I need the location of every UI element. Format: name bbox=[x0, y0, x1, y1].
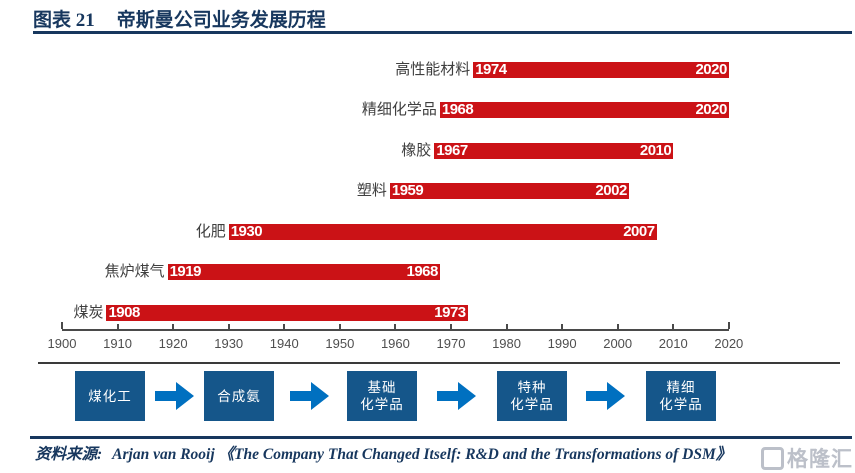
flow-arrow-icon bbox=[154, 381, 195, 411]
timeline-bar: 1967 2010 bbox=[434, 142, 674, 159]
footer-separator-line bbox=[30, 436, 852, 439]
axis-tick bbox=[283, 324, 286, 329]
timeline-chart: 高性能材料 1974 2020 精细化学品 1968 2020 橡胶 1967 2010 塑料 19… bbox=[47, 61, 744, 352]
axis-tick-label: 2020 bbox=[714, 336, 744, 351]
axis-tick-label: 2010 bbox=[658, 336, 688, 351]
axis-tick-label: 1900 bbox=[47, 336, 77, 351]
bar-label: 化肥 bbox=[195, 223, 226, 240]
title-underline bbox=[33, 31, 852, 34]
watermark: 格隆汇 bbox=[761, 443, 853, 473]
axis-tick bbox=[727, 322, 730, 329]
flow-step-label: 精细 bbox=[666, 380, 696, 395]
axis-tick-label: 1940 bbox=[269, 336, 299, 351]
bar-label: 精细化学品 bbox=[361, 101, 437, 118]
flow-step-box: 煤化工 bbox=[75, 371, 145, 421]
flow-step-box: 合成氨 bbox=[204, 371, 274, 421]
bar-start-year: 1908 bbox=[108, 304, 140, 321]
source-line: 资料来源: Arjan van Rooij 《The Company That C… bbox=[35, 442, 731, 464]
timeline-bar: 1919 1968 bbox=[167, 263, 440, 280]
axis-tick bbox=[616, 324, 619, 329]
bar-label: 煤炭 bbox=[73, 304, 104, 321]
flow-step-label: 化学品 bbox=[360, 397, 404, 412]
axis-tick bbox=[672, 324, 675, 329]
source-label: 资料来源: bbox=[35, 446, 103, 463]
flow-arrow-icon bbox=[437, 381, 477, 411]
bar-end-year: 2010 bbox=[639, 142, 672, 159]
axis-tick-label: 1950 bbox=[325, 336, 355, 351]
axis-tick bbox=[505, 324, 508, 329]
bar-start-year: 1967 bbox=[436, 142, 468, 159]
timeline-bar: 1968 2020 bbox=[439, 101, 729, 118]
flow-step-label: 基础 bbox=[367, 380, 397, 395]
axis-tick bbox=[172, 324, 175, 329]
figure-number: 图表 21 bbox=[33, 10, 95, 31]
bar-label: 橡胶 bbox=[401, 142, 432, 159]
bar-label: 焦炉煤气 bbox=[104, 263, 165, 280]
bar-end-year: 2020 bbox=[695, 101, 727, 118]
flow-separator-line bbox=[38, 362, 840, 364]
flow-step-box: 基础 化学品 bbox=[347, 371, 417, 421]
axis-tick bbox=[61, 322, 63, 329]
timeline-bar: 1974 2020 bbox=[473, 62, 729, 78]
bar-end-year: 2020 bbox=[695, 61, 727, 78]
axis-tick-label: 1960 bbox=[380, 336, 410, 351]
axis-tick-label: 1930 bbox=[214, 336, 244, 351]
axis-tick bbox=[394, 324, 397, 329]
watermark-text: 格隆汇 bbox=[787, 448, 853, 471]
bar-label: 高性能材料 bbox=[395, 61, 471, 78]
axis-tick-label: 1910 bbox=[103, 336, 133, 351]
source-text: Arjan van Rooij 《The Company That Change… bbox=[112, 446, 732, 463]
gelonghui-logo-icon bbox=[761, 446, 784, 470]
axis-tick bbox=[561, 324, 564, 329]
flow-step-label: 合成氨 bbox=[217, 388, 261, 404]
bar-start-year: 1959 bbox=[391, 182, 424, 199]
axis-tick-label: 1980 bbox=[492, 336, 521, 351]
axis-tick bbox=[449, 324, 452, 329]
flow-step-box: 特种 化学品 bbox=[497, 371, 567, 421]
axis-tick-label: 2000 bbox=[603, 336, 633, 351]
flow-step-label: 化学品 bbox=[659, 397, 703, 412]
bar-start-year: 1974 bbox=[475, 61, 507, 78]
axis-tick bbox=[338, 324, 341, 329]
bar-end-year: 1973 bbox=[434, 304, 466, 321]
timeline-bar: 1959 2002 bbox=[389, 182, 629, 199]
bar-start-year: 1919 bbox=[169, 263, 202, 280]
flow-step-box: 精细 化学品 bbox=[646, 371, 716, 421]
timeline-bar: 1930 2007 bbox=[228, 223, 657, 240]
axis-tick-label: 1990 bbox=[547, 336, 577, 351]
figure-title: 图表 21 帝斯曼公司业务发展历程 bbox=[33, 5, 326, 32]
flow-step-label: 化学品 bbox=[510, 397, 554, 412]
flow-step-label: 煤化工 bbox=[88, 388, 132, 404]
bar-start-year: 1968 bbox=[441, 101, 474, 118]
axis-tick bbox=[227, 324, 230, 329]
bar-end-year: 1968 bbox=[406, 263, 438, 280]
x-axis-line bbox=[62, 329, 729, 331]
axis-tick-label: 1920 bbox=[158, 336, 188, 351]
axis-tick bbox=[116, 324, 119, 329]
flow-arrow-icon bbox=[290, 381, 330, 411]
bar-start-year: 1930 bbox=[230, 223, 263, 240]
figure-title-text: 帝斯曼公司业务发展历程 bbox=[116, 10, 326, 31]
flow-arrow-icon bbox=[586, 381, 626, 411]
timeline-bar: 1908 1973 bbox=[106, 304, 468, 321]
bar-label: 塑料 bbox=[356, 182, 387, 199]
axis-tick-label: 1970 bbox=[436, 336, 466, 351]
bar-end-year: 2002 bbox=[595, 182, 627, 199]
flow-step-label: 特种 bbox=[517, 380, 547, 395]
bar-end-year: 2007 bbox=[623, 223, 655, 240]
